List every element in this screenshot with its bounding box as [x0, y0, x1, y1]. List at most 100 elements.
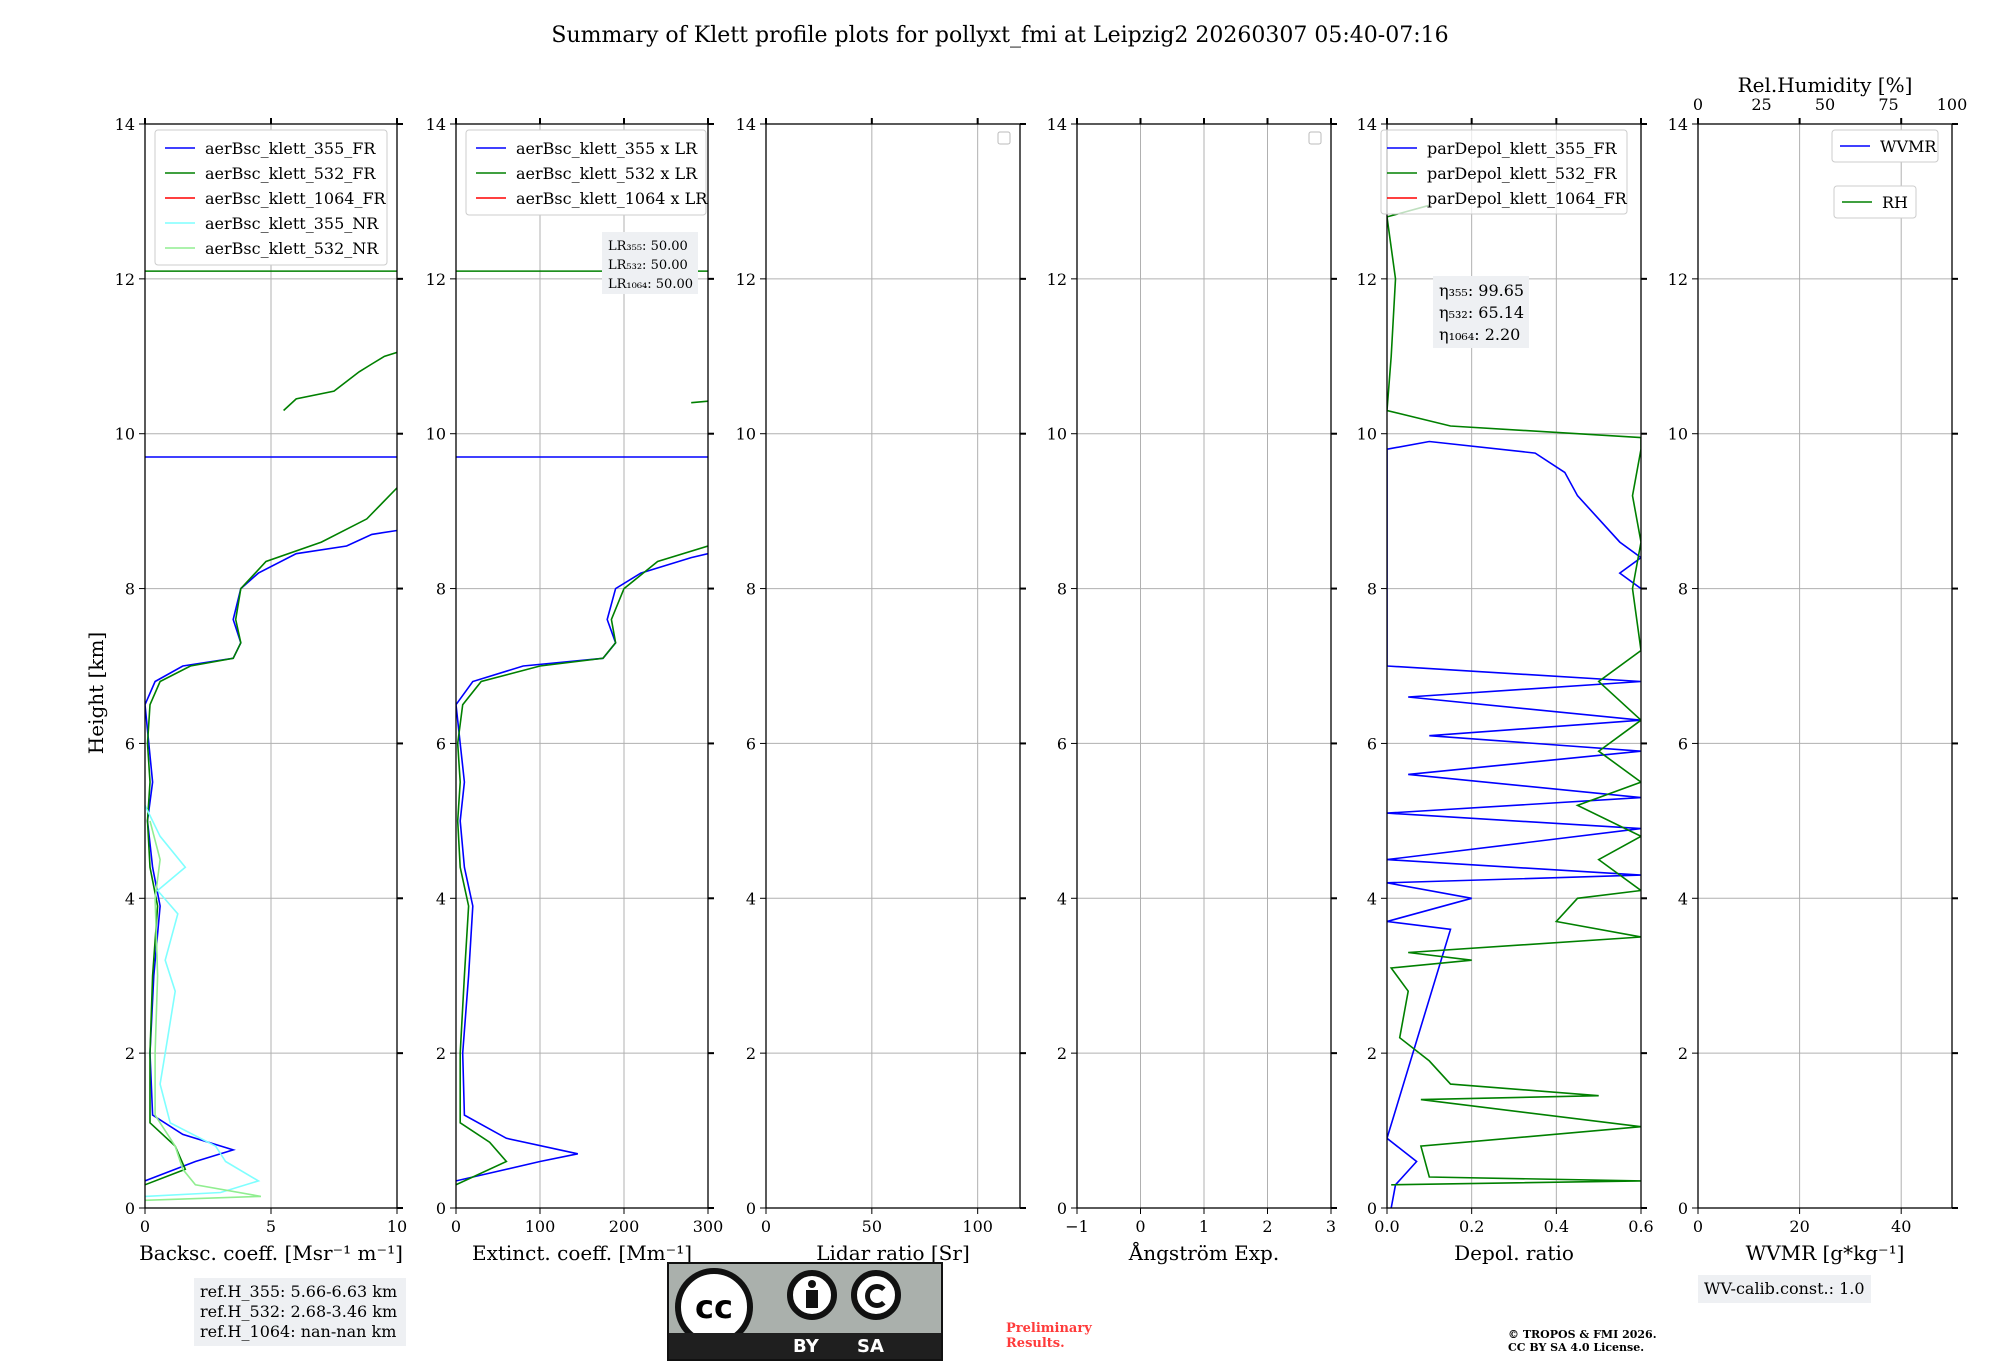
empty-legend-box	[1308, 131, 1322, 145]
legend-entry: aerBsc_klett_355_NR	[205, 214, 379, 233]
y-tick-label: 6	[1057, 734, 1067, 753]
series-line	[456, 545, 708, 1186]
eta-label: η₃₅₅: 99.65	[1439, 281, 1524, 300]
x-tick-label: 0	[140, 1217, 150, 1236]
x-tick-label: 2	[1262, 1217, 1272, 1236]
wv-calib-box: WV-calib.const.: 1.0	[1698, 1275, 1871, 1303]
legend-entry: aerBsc_klett_532_NR	[205, 239, 379, 258]
x-tick-label: 20	[1789, 1217, 1809, 1236]
y-tick-label: 6	[1367, 734, 1377, 753]
axes-frame	[1697, 123, 1953, 1209]
y-tick-label: 6	[436, 734, 446, 753]
legend-box	[154, 129, 388, 266]
x-tick-label: 0.2	[1459, 1217, 1484, 1236]
wv-calib-text: WV-calib.const.: 1.0	[1704, 1279, 1865, 1298]
y-tick-label: 14	[426, 115, 446, 134]
legend-entry: aerBsc_klett_1064 x LR	[516, 189, 708, 208]
y-tick-label: 12	[1357, 270, 1377, 289]
y-tick-label: 6	[1678, 734, 1688, 753]
y-tick-label: 10	[736, 425, 756, 444]
series-line	[1387, 440, 1641, 1208]
x-tick-label: 0.4	[1544, 1217, 1569, 1236]
y-tick-label: 4	[125, 889, 135, 908]
copyright-line-2: CC BY SA 4.0 License.	[1508, 1341, 1645, 1354]
top-tick-label: 75	[1878, 95, 1898, 114]
series-group	[1387, 204, 1641, 1208]
series-line	[145, 487, 397, 1186]
series-line	[691, 400, 708, 404]
legend-box	[1380, 129, 1628, 215]
lr-label: LR₅₃₂: 50.00	[608, 258, 688, 273]
y-tick-label: 12	[736, 270, 756, 289]
series-line	[145, 820, 262, 1202]
series-group	[145, 270, 397, 1202]
x-axis-label: Depol. ratio	[1454, 1241, 1574, 1265]
legend-entry: parDepol_klett_355_FR	[1427, 139, 1618, 158]
x-tick-label: 0.6	[1628, 1217, 1653, 1236]
x-tick-label: −1	[1065, 1217, 1089, 1236]
y-tick-label: 10	[1047, 425, 1067, 444]
y-tick-label: 4	[746, 889, 756, 908]
x-tick-label: 0.0	[1374, 1217, 1399, 1236]
y-tick-label: 14	[736, 115, 756, 134]
copyright-note: © TROPOS & FMI 2026. CC BY SA 4.0 Licens…	[1508, 1328, 1657, 1354]
top-tick-label: 25	[1751, 95, 1771, 114]
y-tick-label: 6	[125, 734, 135, 753]
legend-box	[465, 129, 707, 216]
y-tick-label: 2	[1367, 1044, 1377, 1063]
legend-entry: aerBsc_klett_355_FR	[205, 139, 376, 158]
y-tick-label: 0	[1678, 1199, 1688, 1218]
y-tick-label: 12	[115, 270, 135, 289]
x-axis-label: Ångström Exp.	[1128, 1240, 1279, 1265]
legend-box-wvmr	[1831, 129, 1939, 163]
empty-legend-box	[997, 131, 1011, 145]
y-tick-label: 10	[1357, 425, 1377, 444]
y-tick-label: 10	[1668, 425, 1688, 444]
ref-height-355: ref.H_355: 5.66-6.63 km	[200, 1282, 398, 1301]
x-tick-label: 10	[387, 1217, 407, 1236]
sa-label: SA	[857, 1336, 884, 1357]
y-tick-label: 14	[115, 115, 135, 134]
y-tick-label: 12	[1047, 270, 1067, 289]
legend-entry: aerBsc_klett_532 x LR	[516, 164, 698, 183]
y-tick-label: 14	[1357, 115, 1377, 134]
y-tick-label: 4	[1367, 889, 1377, 908]
x-tick-label: 1	[1199, 1217, 1209, 1236]
x-axis-label: Extinct. coeff. [Mm⁻¹]	[472, 1241, 692, 1265]
top-axis-label: Rel.Humidity [%]	[1738, 73, 1913, 97]
x-tick-label: 50	[862, 1217, 882, 1236]
x-tick-label: 200	[609, 1217, 640, 1236]
legend-entry: parDepol_klett_1064_FR	[1427, 189, 1628, 208]
series-line	[145, 805, 261, 1198]
by-label: BY	[793, 1336, 819, 1357]
lr-box	[602, 232, 698, 294]
share-alike-icon	[851, 1270, 901, 1320]
series-group	[456, 270, 708, 1186]
y-tick-label: 8	[125, 580, 135, 599]
legend-entry: WVMR	[1880, 137, 1937, 156]
y-tick-label: 2	[125, 1044, 135, 1063]
panel-depol: 0 2 4 6 8 10 12 14 0.0 0.2 0.4 0.6 Depol. ratio parDe…	[1357, 115, 1654, 1265]
x-tick-label: 0	[761, 1217, 771, 1236]
x-tick-label: 0	[1693, 1217, 1703, 1236]
y-tick-label: 8	[1367, 580, 1377, 599]
panel-lidar_ratio: 0 2 4 6 8 10 12 14 0 50 100 Lidar ratio [Sr]	[736, 115, 1026, 1265]
x-tick-label: 0	[1135, 1217, 1145, 1236]
x-axis-label: Lidar ratio [Sr]	[816, 1241, 970, 1265]
series-line	[1387, 204, 1641, 1186]
y-tick-label: 6	[746, 734, 756, 753]
ref-height-532: ref.H_532: 2.68-3.46 km	[200, 1302, 398, 1321]
eta-label: η₁₀₆₄: 2.20	[1439, 325, 1520, 344]
x-tick-label: 0	[451, 1217, 461, 1236]
cc-license-badge: cc BY SA	[667, 1262, 943, 1361]
figure-title: Summary of Klett profile plots for polly…	[551, 23, 1448, 48]
preliminary-line-2: Results.	[1006, 1336, 1065, 1351]
series-line	[456, 552, 708, 1182]
legend-entry: RH	[1882, 193, 1908, 212]
x-tick-label: 3	[1326, 1217, 1336, 1236]
x-tick-label: 100	[525, 1217, 556, 1236]
panel-wvmr: 0 2 4 6 8 10 12 14 0 20 40 WVMR [g*kg⁻¹] Rel.Humidit…	[1668, 73, 1968, 1265]
